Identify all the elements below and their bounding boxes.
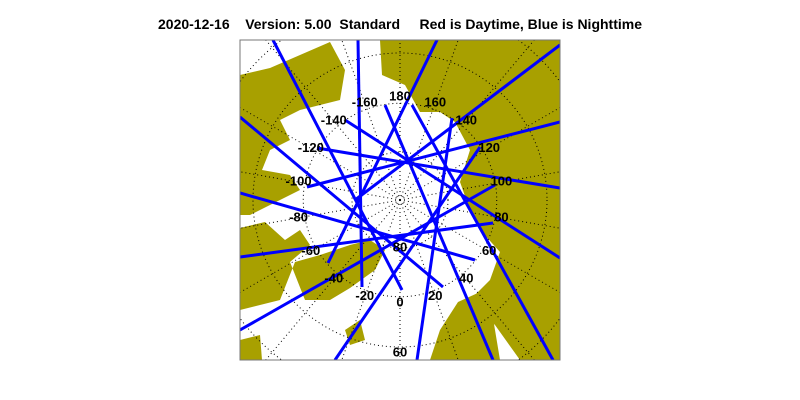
longitude-label: 120 [478, 140, 500, 155]
orbit-track [240, 183, 496, 332]
latitude-circle [351, 151, 449, 249]
longitude-label: 180 [389, 88, 411, 103]
meridian [399, 40, 459, 201]
meridian [399, 40, 535, 201]
longitude-label: 20 [428, 288, 442, 303]
map-frame [239, 39, 561, 361]
meridian [341, 199, 401, 360]
orbit-track [271, 40, 404, 291]
date-text: 2020-12-16 [158, 16, 230, 32]
plot-title: 2020-12-16 Version: 5.00 Standard Red is… [0, 16, 800, 32]
orbit-track [415, 117, 454, 360]
satellite-tracks [240, 40, 560, 360]
meridian [399, 199, 459, 360]
orbit-track [354, 43, 560, 202]
longitude-label: 0 [396, 294, 403, 309]
meridian [399, 199, 560, 293]
meridian [399, 199, 535, 360]
longitude-label: -80 [289, 209, 308, 224]
latitude-label: 80 [393, 239, 407, 254]
orbit-track [306, 120, 560, 189]
orbit-track [240, 191, 476, 262]
latitude-circle [252, 52, 548, 348]
longitude-label: 80 [494, 209, 508, 224]
meridian [240, 107, 401, 201]
orbit-track [356, 40, 364, 288]
latitude-label: 60 [393, 344, 407, 359]
orbit-track [240, 115, 444, 289]
longitude-label: 160 [424, 95, 446, 110]
orbit-track [344, 118, 560, 260]
land [240, 222, 385, 310]
orbit-track [240, 221, 494, 259]
longitude-label: -20 [355, 288, 374, 303]
meridian [265, 199, 401, 360]
longitude-label: 40 [459, 270, 473, 285]
longitude-label: -100 [286, 174, 312, 189]
meridian [265, 40, 401, 201]
latitude-circle [302, 102, 498, 298]
land [240, 335, 262, 360]
orbit-track [383, 104, 495, 360]
orbit-track [410, 104, 555, 360]
longitude-label: 100 [491, 174, 513, 189]
longitude-label: -60 [301, 243, 320, 258]
longitude-label: -40 [324, 270, 343, 285]
mode-text: Standard [339, 16, 401, 32]
orbit-track [316, 146, 560, 190]
longitude-label: -160 [352, 95, 378, 110]
longitude-label: -120 [298, 140, 324, 155]
longitude-label: 60 [482, 243, 496, 258]
legend-text: Red is Daytime, Blue is Nighttime [419, 16, 643, 32]
meridian [399, 107, 560, 201]
version-text: Version: 5.00 [245, 16, 332, 32]
longitude-label: 140 [455, 113, 477, 128]
land [430, 292, 500, 360]
orbit-track [326, 40, 439, 264]
longitude-label: -140 [321, 113, 347, 128]
land [240, 42, 345, 215]
